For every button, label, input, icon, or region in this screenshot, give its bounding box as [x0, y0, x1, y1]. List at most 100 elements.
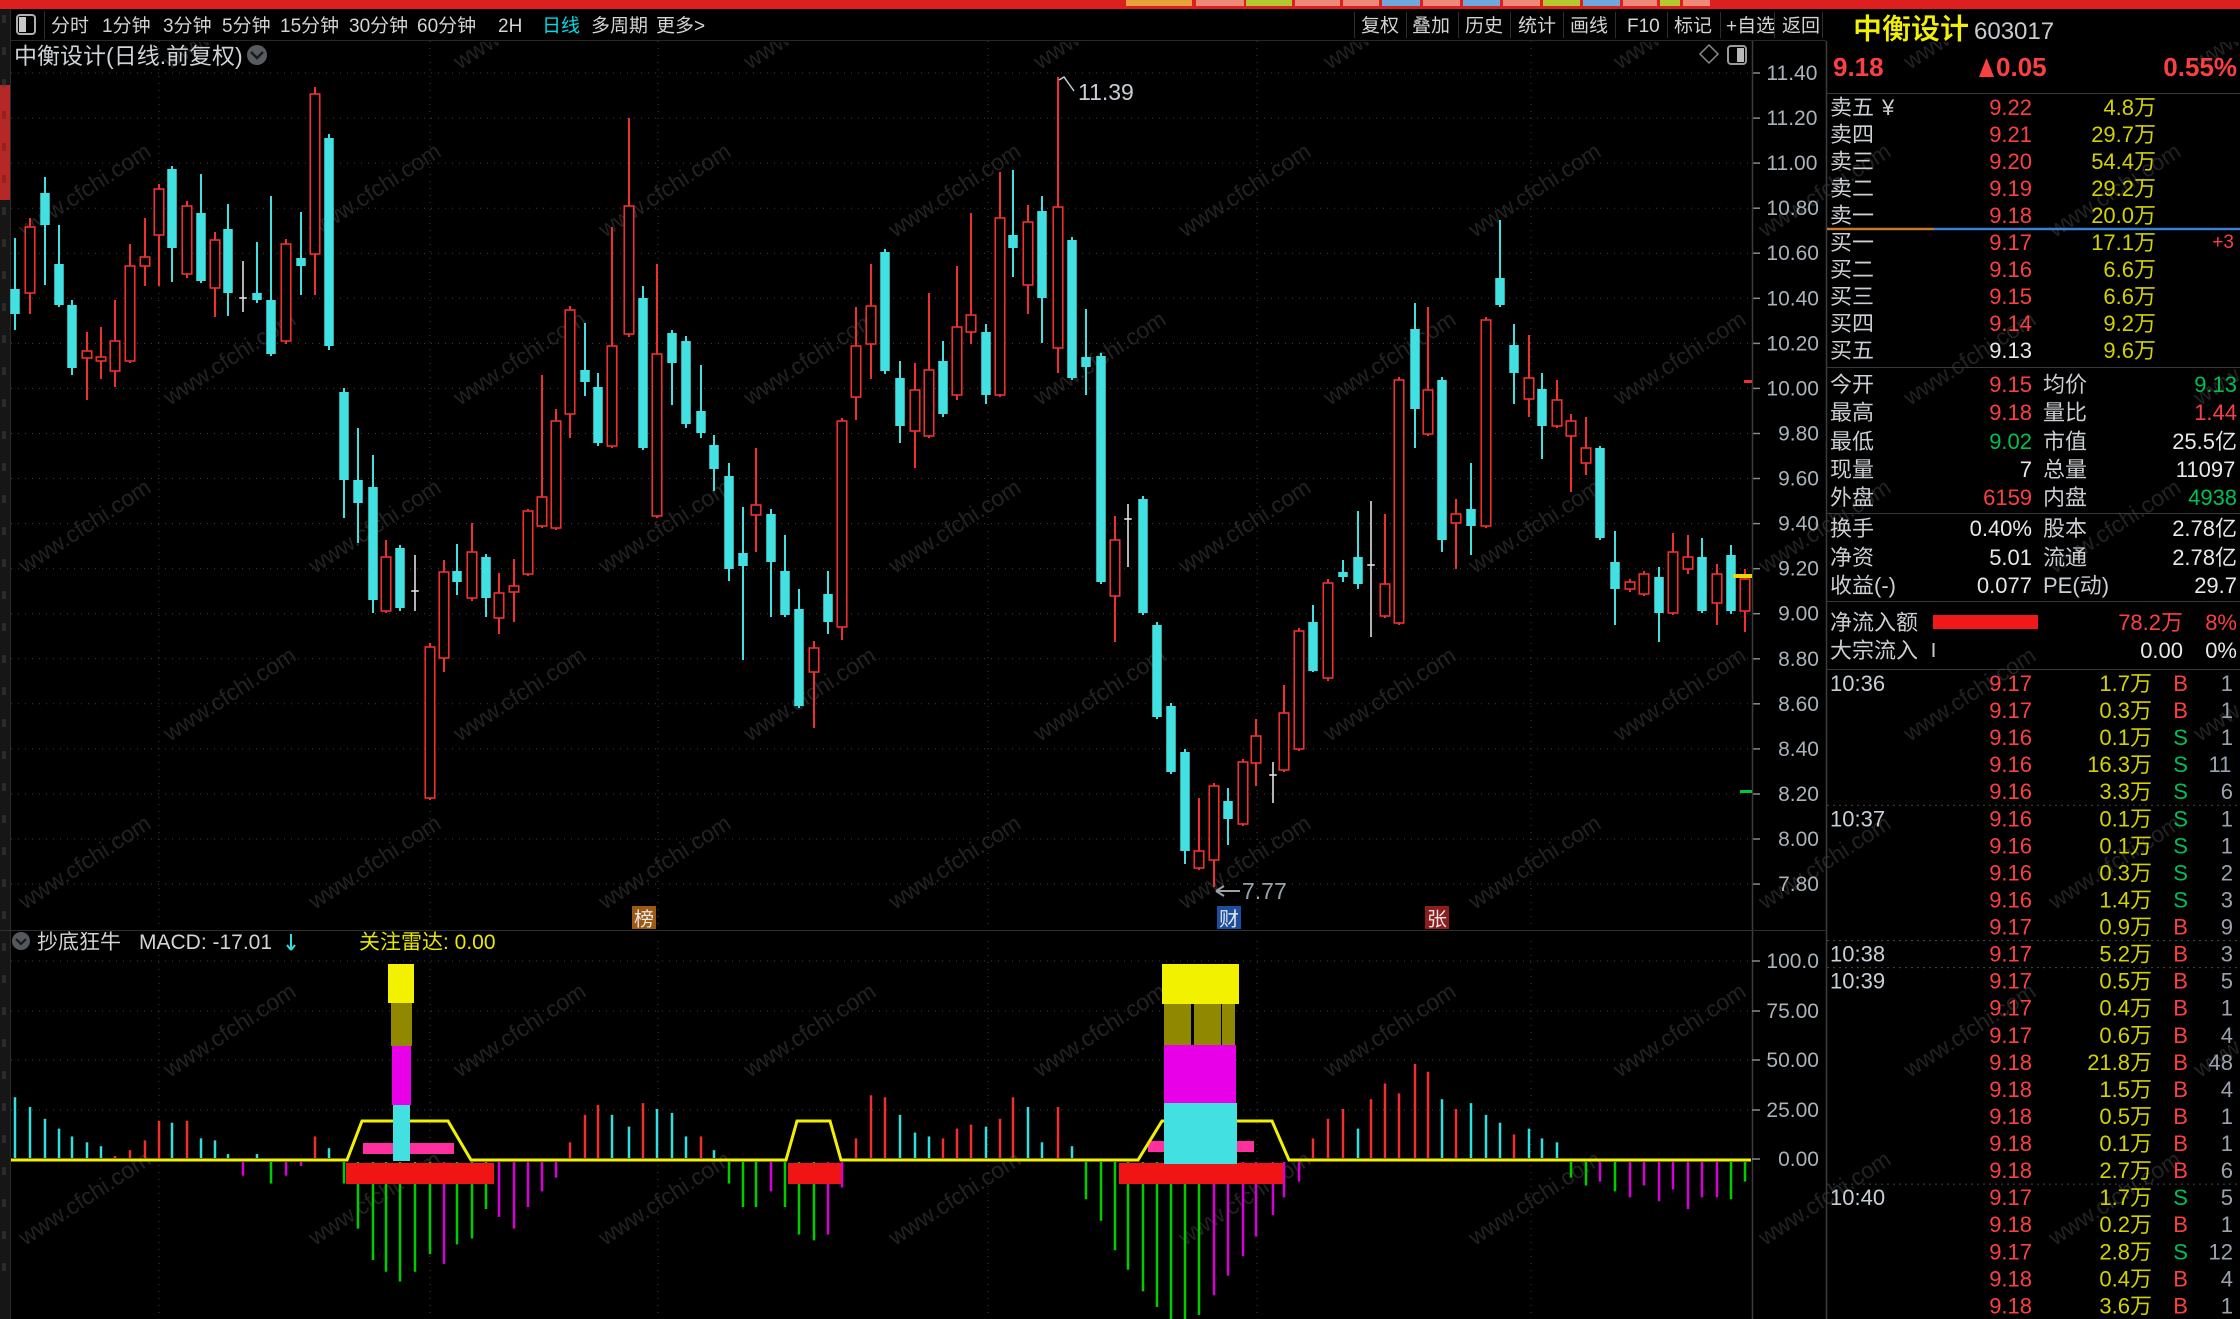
svg-text:9.40: 9.40	[1778, 513, 1819, 536]
svg-text:11.40: 11.40	[1766, 62, 1817, 85]
svg-text:9.17: 9.17	[1989, 1185, 2032, 1210]
svg-text:5: 5	[222, 16, 233, 37]
svg-text:F10: F10	[1627, 16, 1660, 37]
svg-text:B: B	[2173, 969, 2188, 994]
svg-text:25.00: 25.00	[1766, 1099, 1819, 1122]
svg-text:(: (	[106, 43, 114, 69]
svg-text:0.1: 0.1	[2099, 1131, 2130, 1156]
svg-text:0.4: 0.4	[2099, 996, 2130, 1021]
svg-text:50.00: 50.00	[1766, 1049, 1819, 1072]
svg-text:2.8: 2.8	[2099, 1239, 2130, 1264]
svg-text:9.14: 9.14	[1989, 311, 2032, 336]
svg-text:9.18: 9.18	[1989, 1293, 2032, 1318]
svg-text:1.7: 1.7	[2099, 671, 2130, 696]
svg-text:9.18: 9.18	[1989, 1212, 2032, 1237]
svg-text:3.6: 3.6	[2099, 1293, 2130, 1318]
svg-text:9.18: 9.18	[1989, 1158, 2032, 1183]
svg-text:6: 6	[2221, 779, 2233, 804]
svg-text:0.00: 0.00	[2140, 638, 2183, 663]
svg-text:78.2: 78.2	[2118, 610, 2161, 635]
svg-text:10.80: 10.80	[1766, 197, 1819, 220]
svg-text:2.78: 2.78	[2172, 516, 2215, 541]
svg-text:1.5: 1.5	[2099, 1077, 2130, 1102]
svg-text:MACD: -17.01: MACD: -17.01	[139, 931, 272, 954]
svg-text:S: S	[2173, 888, 2188, 913]
svg-text:B: B	[2173, 1266, 2188, 1291]
svg-text:0.1: 0.1	[2099, 833, 2130, 858]
svg-text:B: B	[2173, 698, 2188, 723]
svg-text:7: 7	[2020, 457, 2032, 482]
svg-text:16.3: 16.3	[2087, 752, 2130, 777]
svg-text:5: 5	[2221, 1185, 2233, 1210]
svg-text:9.16: 9.16	[1989, 752, 2032, 777]
svg-text:2.78: 2.78	[2172, 545, 2215, 570]
svg-text:1: 1	[2221, 806, 2233, 831]
svg-text:8%: 8%	[2205, 610, 2237, 635]
svg-text:8.20: 8.20	[1778, 783, 1819, 806]
svg-text:9.17: 9.17	[1989, 698, 2032, 723]
svg-text:3.3: 3.3	[2099, 779, 2130, 804]
svg-text:8.00: 8.00	[1778, 828, 1819, 851]
svg-text:1.4: 1.4	[2099, 888, 2130, 913]
svg-text:S: S	[2173, 860, 2188, 885]
svg-text:9.13: 9.13	[2194, 372, 2237, 397]
svg-text:9.18: 9.18	[1989, 1077, 2032, 1102]
svg-text:48: 48	[2209, 1050, 2233, 1075]
svg-text:9.60: 9.60	[1778, 468, 1819, 491]
svg-text:9.16: 9.16	[1989, 725, 2032, 750]
svg-text:9.17: 9.17	[1989, 1239, 2032, 1264]
svg-text:0.00: 0.00	[1778, 1148, 1819, 1171]
svg-text:0.1: 0.1	[2099, 806, 2130, 831]
svg-text:9.16: 9.16	[1989, 779, 2032, 804]
svg-text:9.2: 9.2	[2103, 311, 2134, 336]
svg-text:1: 1	[2221, 1293, 2233, 1318]
svg-text:S: S	[2173, 806, 2188, 831]
svg-text:8.60: 8.60	[1778, 693, 1819, 716]
svg-text:S: S	[2173, 725, 2188, 750]
svg-text:B: B	[2173, 1023, 2188, 1048]
svg-text:9.15: 9.15	[1989, 372, 2032, 397]
svg-text:9.20: 9.20	[1989, 149, 2032, 174]
svg-text:4938: 4938	[2188, 485, 2237, 510]
svg-text:9.20: 9.20	[1778, 558, 1819, 581]
svg-text:5.01: 5.01	[1989, 545, 2032, 570]
svg-text:B: B	[2173, 671, 2188, 696]
svg-text:6.6: 6.6	[2103, 257, 2134, 282]
svg-text:0.5: 0.5	[2099, 1104, 2130, 1129]
svg-text:9.17: 9.17	[1989, 969, 2032, 994]
svg-text:9.16: 9.16	[1989, 860, 2032, 885]
svg-text:4.8: 4.8	[2103, 95, 2134, 120]
svg-text:9.13: 9.13	[1989, 338, 2032, 363]
svg-text:1: 1	[2221, 833, 2233, 858]
svg-text:5: 5	[2221, 969, 2233, 994]
svg-text:10.40: 10.40	[1766, 287, 1819, 310]
svg-text:0.05: 0.05	[1996, 52, 2047, 82]
svg-text:30: 30	[349, 16, 370, 37]
svg-text:9.17: 9.17	[1989, 942, 2032, 967]
svg-text:¥: ¥	[1881, 95, 1895, 120]
svg-text:11.20: 11.20	[1766, 107, 1817, 130]
svg-text:9: 9	[2221, 915, 2233, 940]
svg-text:): )	[235, 43, 243, 69]
svg-text:9.17: 9.17	[1989, 915, 2032, 940]
svg-text:11097: 11097	[2176, 457, 2236, 482]
svg-text:5.2: 5.2	[2099, 942, 2130, 967]
svg-text:60: 60	[417, 16, 438, 37]
svg-text:1: 1	[2221, 1212, 2233, 1237]
svg-text:2H: 2H	[498, 16, 522, 37]
svg-text:7.80: 7.80	[1778, 873, 1819, 896]
svg-text:9.18: 9.18	[1989, 400, 2032, 425]
svg-text:29.2: 29.2	[2091, 176, 2134, 201]
svg-text:>: >	[694, 16, 705, 37]
svg-text:9.18: 9.18	[1989, 1050, 2032, 1075]
svg-text:9.17: 9.17	[1989, 230, 2032, 255]
svg-text:9.18: 9.18	[1989, 203, 2032, 228]
svg-text:9.16: 9.16	[1989, 257, 2032, 282]
svg-text:17.1: 17.1	[2091, 230, 2134, 255]
svg-text:7.77: 7.77	[1242, 878, 1287, 904]
svg-text:75.00: 75.00	[1766, 1000, 1819, 1023]
svg-text:11: 11	[2209, 752, 2232, 777]
svg-text:9.16: 9.16	[1989, 806, 2032, 831]
svg-text:11.39: 11.39	[1078, 79, 1134, 105]
svg-text:9.18: 9.18	[1989, 1266, 2032, 1291]
